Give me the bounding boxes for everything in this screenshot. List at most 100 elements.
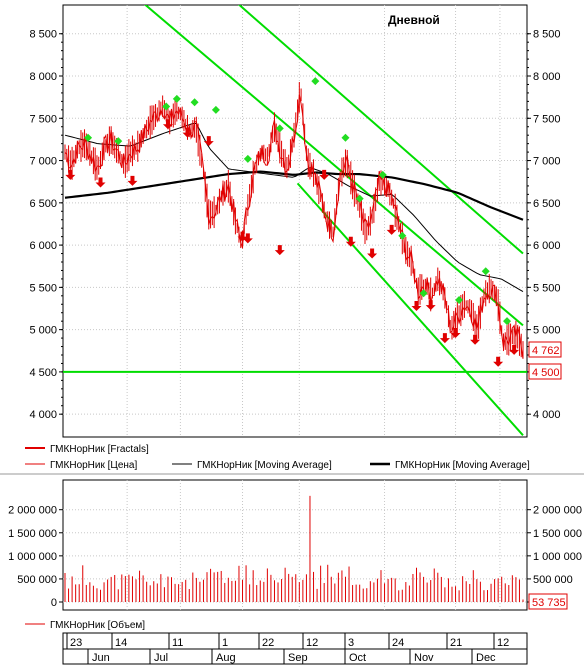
time-month-label: Aug xyxy=(216,652,236,664)
fractal-down-marker xyxy=(450,328,461,339)
price-tick-label: 5 000 xyxy=(29,325,57,337)
price-tick-label: 7 000 xyxy=(29,156,57,168)
price-series xyxy=(64,82,524,359)
fractal-down-marker xyxy=(274,245,285,256)
time-month-label: Oct xyxy=(349,652,366,664)
time-month-label: Jun xyxy=(92,652,110,664)
fractal-up-marker xyxy=(190,98,199,107)
fractal-up-marker xyxy=(419,289,428,298)
price-tick-label: 4 000 xyxy=(533,409,561,421)
volume-plot-area xyxy=(62,479,528,611)
price-tick-label: 8 500 xyxy=(29,29,57,41)
price-tick-label: 5 500 xyxy=(29,282,57,294)
fractal-up-marker xyxy=(398,231,407,240)
price-tick-label: 5 500 xyxy=(533,282,561,294)
price-tick-label: 5 000 xyxy=(533,325,561,337)
fractal-down-marker xyxy=(509,344,520,355)
price-tick-label: 6 000 xyxy=(29,240,57,252)
fractal-down-marker xyxy=(425,300,436,311)
time-day-label: 14 xyxy=(115,637,127,649)
fractals-down xyxy=(65,119,520,367)
time-day-label: 12 xyxy=(306,637,318,649)
ma-slow-line xyxy=(64,170,524,221)
fractal-up-marker xyxy=(211,105,220,114)
fractal-down-marker xyxy=(345,236,356,247)
fractal-down-marker xyxy=(493,356,504,367)
time-day-label: 21 xyxy=(450,637,462,649)
fractal-up-marker xyxy=(114,137,123,146)
fractal-up-marker xyxy=(243,154,252,163)
level-label: 4 500 xyxy=(532,367,560,379)
last-price-label: 4 762 xyxy=(532,345,560,357)
legend-fractals: ГМКНорНик [Fractals] xyxy=(50,444,149,455)
fractal-up-marker xyxy=(162,102,171,111)
fractal-down-marker xyxy=(319,169,330,180)
fractal-down-marker xyxy=(95,177,106,188)
fractal-down-marker xyxy=(242,233,253,244)
level-box xyxy=(528,363,562,380)
fractal-up-marker xyxy=(455,296,464,305)
time-day-label: 23 xyxy=(70,637,82,649)
ma-slow-series xyxy=(64,170,524,221)
channel-line xyxy=(237,5,524,255)
price-legend: ГМКНорНик [Fractals] ГМКНорНик [Цена] ГМ… xyxy=(25,444,530,471)
fractal-down-marker xyxy=(65,169,76,180)
price-right-axis: 8 500 8 000 7 500 7 000 6 500 6 000 5 500 5 000… xyxy=(527,29,561,421)
fractal-down-marker xyxy=(203,136,214,147)
price-tick-label: 8 000 xyxy=(29,71,57,83)
price-tick-label: 4 000 xyxy=(29,409,57,421)
fractal-down-marker xyxy=(439,333,450,344)
price-tick-label: 7 000 xyxy=(533,156,561,168)
last-volume-box xyxy=(528,593,568,610)
fractal-down-marker xyxy=(182,127,193,138)
volume-left-axis: 2 000 000 1 500 000 1 000 000 500 000 0 xyxy=(8,505,63,609)
fractal-up-marker xyxy=(172,94,181,103)
fractal-down-marker xyxy=(411,300,422,311)
fractal-up-marker xyxy=(84,133,93,142)
price-tick-label: 4 500 xyxy=(29,367,57,379)
fractal-down-marker xyxy=(162,119,173,130)
time-month-label: Nov xyxy=(414,652,434,664)
time-month-label: Jul xyxy=(154,652,168,664)
price-plot-area xyxy=(62,4,528,438)
volume-tick-label: 2 000 000 xyxy=(533,505,582,517)
volume-tick-label: 1 000 000 xyxy=(533,551,582,563)
volume-tick-label: 1 500 000 xyxy=(8,528,57,540)
price-left-axis: 8 500 8 000 7 500 7 000 6 500 6 000 5 500 5 000… xyxy=(29,29,63,421)
price-grid xyxy=(63,5,527,437)
legend-volume: ГМКНорНик [Объем] xyxy=(50,619,145,631)
fractal-down-marker xyxy=(386,224,397,235)
volume-tick-label: 1 500 000 xyxy=(533,528,582,540)
channel-line xyxy=(143,5,524,327)
last-price-box xyxy=(528,341,562,358)
price-tick-label: 6 500 xyxy=(533,198,561,210)
legend-price: ГМКНорНик [Цена] xyxy=(50,460,137,471)
volume-legend: ГМКНорНик [Объем] xyxy=(25,619,145,631)
last-volume-label: 53 735 xyxy=(532,597,566,609)
fractal-down-marker xyxy=(367,248,378,259)
legend-ma-slow: ГМКНорНик [Moving Average] xyxy=(395,460,530,471)
time-day-label: 1 xyxy=(222,637,228,649)
volume-tick-label: 2 000 000 xyxy=(8,505,57,517)
time-day-label: 11 xyxy=(172,637,183,649)
time-day-label: 12 xyxy=(497,637,509,649)
fractal-up-marker xyxy=(355,194,364,203)
volume-tick-label: 1 000 000 xyxy=(8,551,57,563)
volume-bars xyxy=(64,495,524,602)
volume-tick-label: 500 000 xyxy=(17,574,57,586)
fractals-up xyxy=(84,77,512,326)
fractal-up-marker xyxy=(481,267,490,276)
fractal-up-marker xyxy=(503,317,512,326)
price-tick-label: 8 500 xyxy=(533,29,561,41)
chart-title: Дневной xyxy=(388,13,440,27)
time-day-label: 3 xyxy=(348,637,354,649)
time-day-label: 24 xyxy=(392,637,404,649)
fractal-up-marker xyxy=(275,124,284,133)
time-month-label: Dec xyxy=(476,652,496,664)
volume-tick-label: 500 000 xyxy=(533,574,573,586)
price-tick-label: 8 000 xyxy=(533,71,561,83)
